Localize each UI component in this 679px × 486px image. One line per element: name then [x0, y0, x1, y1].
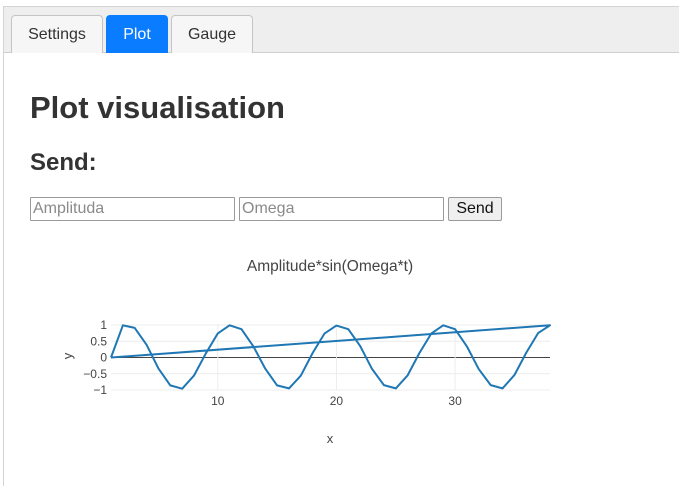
series-line — [110, 324, 551, 390]
page-title: Plot visualisation — [30, 90, 285, 125]
plot-series — [110, 324, 551, 390]
y-tick-label: 0 — [100, 351, 107, 365]
omega-input[interactable] — [239, 197, 444, 221]
x-tick-label: 20 — [330, 394, 344, 408]
amplitude-input[interactable] — [30, 197, 235, 221]
y-tick-label: −0.5 — [83, 367, 107, 381]
tab-settings[interactable]: Settings — [11, 15, 103, 53]
x-axis-label: x — [327, 431, 334, 446]
y-tick-label: 0.5 — [90, 334, 107, 348]
x-tick-label: 10 — [211, 394, 225, 408]
tab-plot[interactable]: Plot — [106, 15, 168, 53]
x-tick-label: 30 — [448, 394, 462, 408]
plot-grid — [111, 324, 550, 391]
send-heading: Send: — [30, 149, 97, 176]
y-axis-label: y — [60, 352, 75, 359]
send-button[interactable]: Send — [448, 197, 502, 221]
app-frame — [3, 6, 679, 486]
chart-title: Amplitude*sin(Omega*t) — [247, 258, 413, 275]
tab-bar: Settings Plot Gauge — [4, 7, 679, 53]
y-tick-label: −1 — [93, 383, 107, 397]
tab-gauge[interactable]: Gauge — [171, 15, 253, 53]
y-axis-ticks: 1 0.5 0 −0.5 −1 — [83, 318, 107, 397]
x-axis-ticks: 10 20 30 — [211, 394, 462, 408]
y-tick-label: 1 — [100, 318, 107, 332]
